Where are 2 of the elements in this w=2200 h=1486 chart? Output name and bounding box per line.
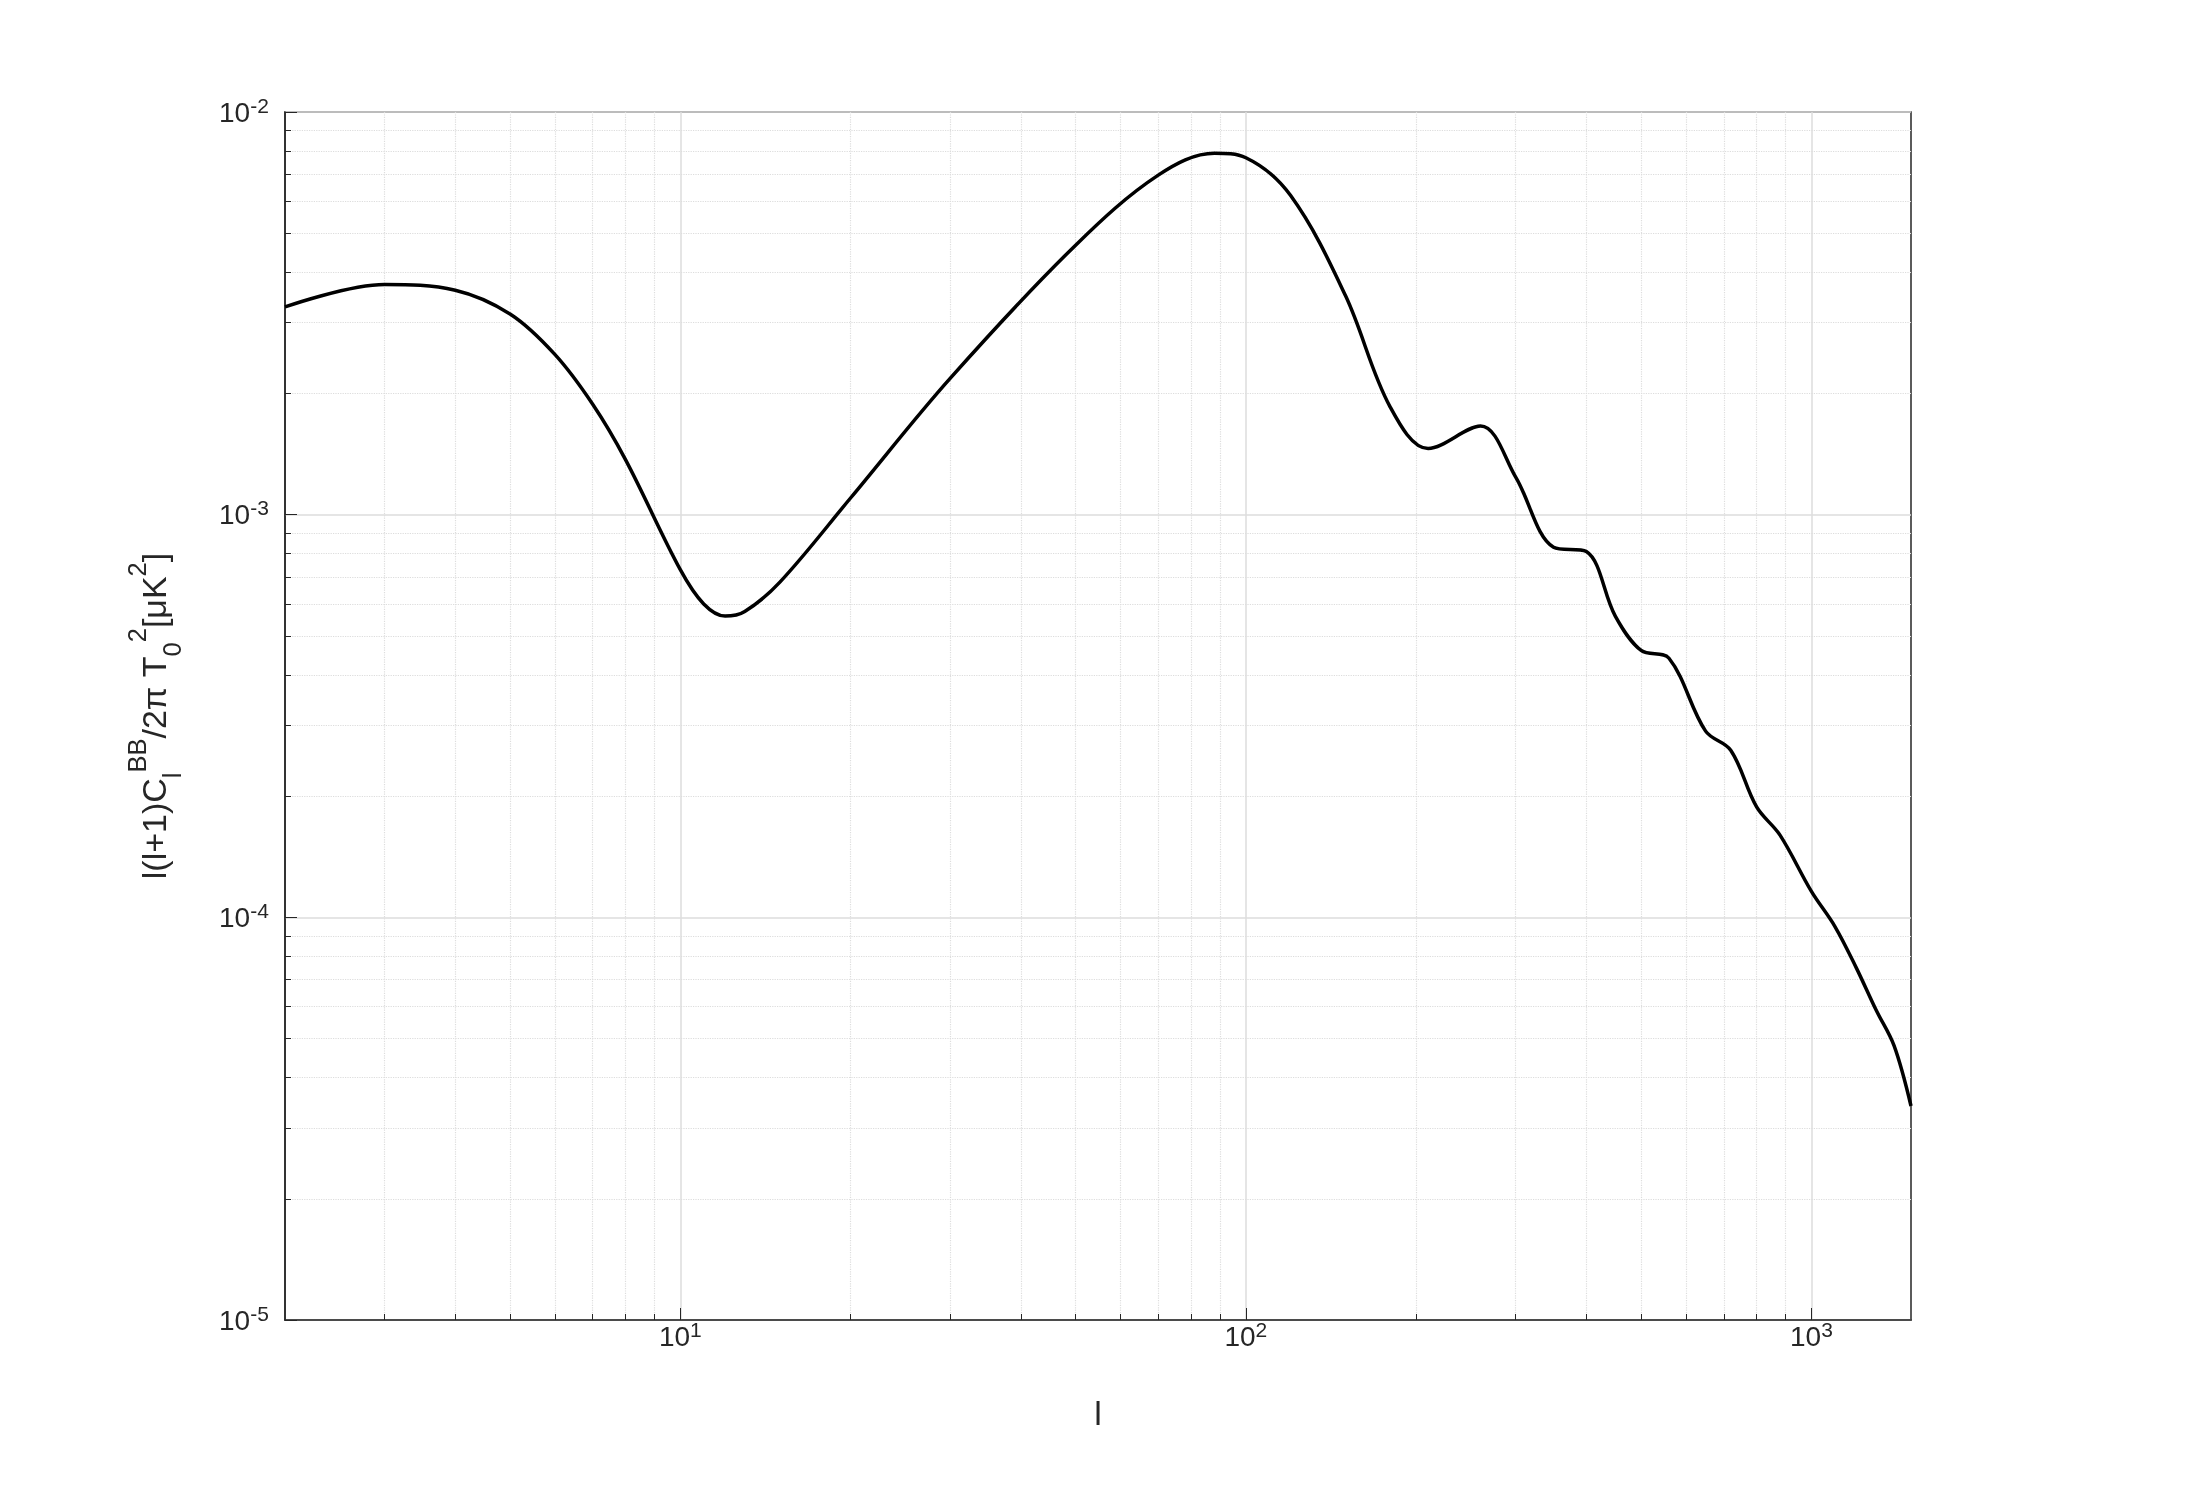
x-axis-title: l [1094,1393,1102,1432]
text: l(l+1)ClBB/2π T02[μK2] [122,552,186,880]
